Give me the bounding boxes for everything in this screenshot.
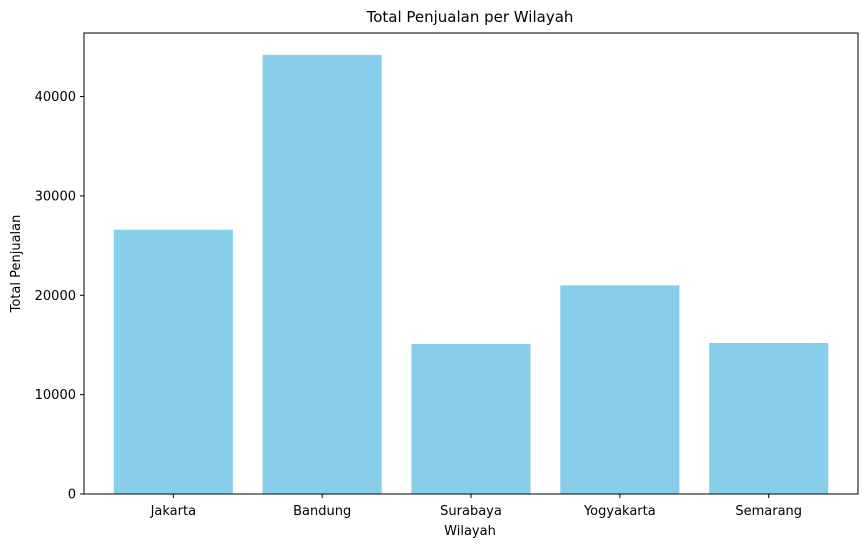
- y-tick-label: 30000: [35, 189, 76, 204]
- x-axis-label: Wilayah: [444, 524, 496, 539]
- y-tick-label: 20000: [35, 289, 76, 304]
- chart-title: Total Penjualan per Wilayah: [366, 8, 574, 26]
- y-tick-label: 10000: [35, 388, 76, 403]
- bar-yogyakarta: [560, 285, 680, 494]
- x-tick-label: Surabaya: [440, 504, 502, 519]
- y-axis-label: Total Penjualan: [9, 215, 24, 314]
- bar-semarang: [709, 342, 829, 494]
- x-tick-label: Jakarta: [150, 504, 196, 519]
- bar-jakarta: [113, 229, 233, 494]
- y-tick-label: 40000: [35, 90, 76, 105]
- y-axis-ticks: 0 10000 20000 30000 40000: [35, 90, 84, 503]
- x-tick-label: Semarang: [735, 504, 802, 519]
- bars-group: [113, 54, 829, 495]
- plot-frame: [83, 32, 859, 495]
- bar-surabaya: [411, 343, 531, 494]
- x-axis-ticks: Jakarta Bandung Surabaya Yogyakarta Semarang: [150, 494, 802, 519]
- bar-bandung: [262, 54, 382, 495]
- x-tick-label: Bandung: [293, 504, 351, 519]
- y-tick-label: 0: [68, 488, 76, 503]
- x-tick-label: Yogyakarta: [583, 504, 656, 519]
